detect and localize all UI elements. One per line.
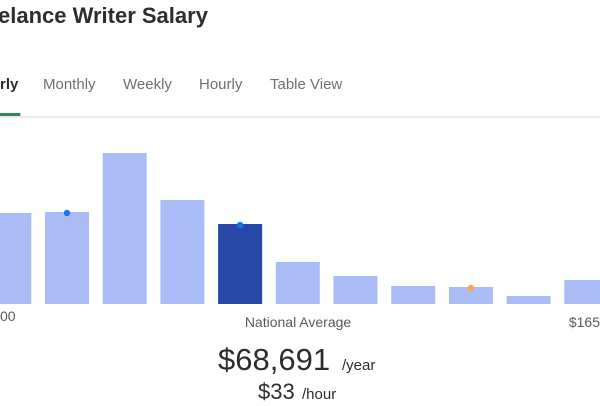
yearly-salary: $68,691: [218, 342, 330, 377]
tab[interactable]: Monthly: [43, 76, 96, 93]
histogram-bar: [45, 212, 89, 304]
histogram-bar: [448, 287, 493, 304]
bar-marker: [63, 209, 71, 217]
hourly-salary: $33: [258, 379, 295, 404]
axis-label-center: National Average: [245, 314, 352, 330]
title: elance Writer Salary: [0, 3, 209, 28]
tab[interactable]: Hourly: [199, 76, 243, 93]
tab-underline: [0, 113, 21, 116]
bar-marker: [236, 221, 244, 229]
histogram-bar: [564, 280, 600, 304]
hourly-unit: /hour: [302, 386, 336, 403]
histogram-bar: [218, 224, 263, 304]
histogram-bar: [275, 262, 320, 304]
histogram-bar: [0, 213, 32, 304]
histogram-bar: [333, 276, 378, 304]
tab[interactable]: Table View: [270, 76, 342, 93]
axis-label-left: 00: [0, 308, 16, 324]
yearly-unit: /year: [342, 357, 375, 374]
tab[interactable]: Weekly: [123, 76, 172, 93]
histogram-bar: [391, 286, 436, 304]
axis-label-right: $165: [569, 314, 600, 330]
bar-marker: [467, 284, 475, 292]
histogram-bar: [506, 296, 551, 304]
histogram-bar: [160, 200, 205, 304]
histogram-bar: [102, 153, 147, 304]
tab[interactable]: rly: [0, 76, 19, 93]
